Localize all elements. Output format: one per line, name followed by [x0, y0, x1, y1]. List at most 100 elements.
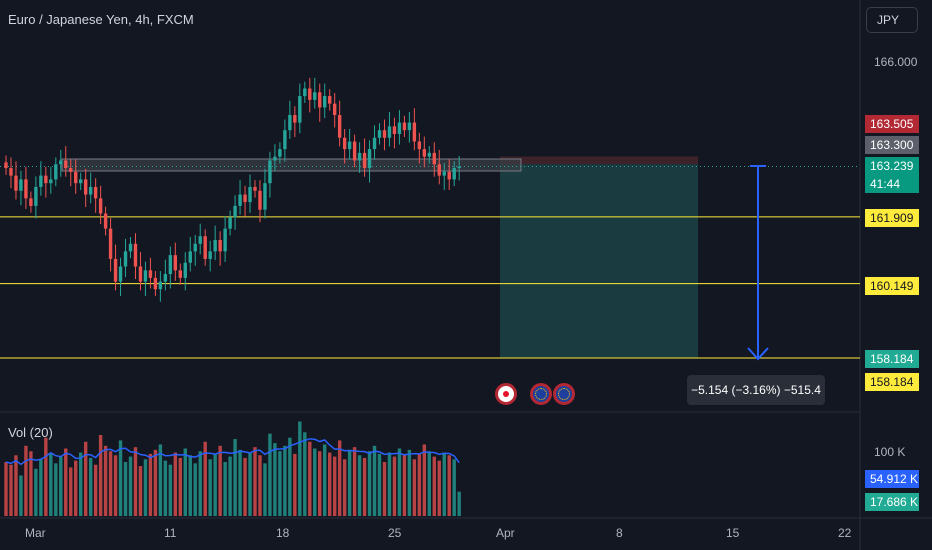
volume-bar — [173, 452, 178, 516]
volume-bar — [49, 453, 53, 516]
volume-bar — [452, 459, 456, 516]
volume-bar — [417, 453, 422, 516]
stop-loss-zone — [500, 156, 698, 165]
candle-body — [143, 270, 148, 282]
eu-flag-event-icon[interactable] — [553, 383, 575, 405]
volume-bar — [9, 464, 13, 516]
candle-body — [4, 162, 8, 169]
volume-bar — [377, 453, 382, 516]
volume-bar — [88, 457, 93, 516]
volume-bar — [392, 456, 397, 516]
candle-body — [69, 168, 73, 172]
candle-body — [298, 96, 302, 123]
volume-bar — [153, 449, 158, 516]
candle-body — [382, 130, 387, 138]
volume-bar — [143, 459, 148, 516]
candle-body — [328, 96, 332, 104]
candle-body — [377, 130, 382, 138]
candle-body — [29, 198, 33, 206]
candle-body — [138, 266, 143, 282]
candle-body — [323, 96, 327, 108]
time-label-8: 8 — [616, 526, 623, 540]
volume-bar — [198, 451, 202, 516]
candle-body — [39, 175, 43, 187]
candle-body — [427, 152, 431, 157]
japan-flag-event-icon[interactable] — [495, 383, 517, 405]
volume-bar — [133, 447, 138, 516]
volume-tag: 17.686 K — [865, 493, 919, 511]
volume-bar — [113, 455, 118, 516]
eu-flag-event-icon[interactable] — [530, 383, 552, 405]
volume-bar — [123, 462, 128, 516]
candle-body — [248, 186, 252, 203]
volume-bar — [342, 459, 347, 516]
price-tag-stop: 163.505 — [865, 115, 919, 133]
candle-body — [88, 186, 93, 195]
symbol-title[interactable]: Euro / Japanese Yen, 4h, FXCM — [8, 12, 194, 27]
candle-body — [402, 122, 407, 131]
volume-bar — [293, 453, 297, 516]
candle-body — [447, 171, 451, 180]
candle-body — [392, 126, 397, 134]
candle-body — [387, 126, 392, 138]
candle-body — [74, 171, 78, 184]
volume-bar — [103, 445, 108, 516]
volume-bar — [34, 468, 38, 516]
volume-bar — [208, 459, 212, 516]
candle-body — [44, 175, 48, 184]
volume-bar — [223, 462, 227, 516]
volume-bar — [203, 441, 207, 516]
volume-label[interactable]: Vol (20) — [8, 425, 53, 440]
volume-bar — [357, 455, 362, 516]
candle-body — [79, 179, 83, 184]
volume-ma-line — [5, 438, 460, 466]
volume-bar — [303, 432, 307, 516]
price-range-measure[interactable]: −5.154 (−3.16%) −515.4 — [687, 375, 825, 405]
volume-bar — [29, 451, 33, 516]
volume-bar — [183, 448, 187, 516]
candle-body — [163, 274, 168, 282]
candle-body — [193, 243, 197, 252]
volume-bar — [238, 449, 242, 516]
candle-body — [64, 160, 68, 169]
volume-bar — [54, 463, 58, 516]
price-tag-current: 163.239 41:44 — [865, 157, 919, 193]
volume-bar — [308, 441, 312, 516]
candle-body — [417, 141, 422, 150]
candle-body — [93, 186, 98, 199]
candle-body — [288, 115, 292, 131]
candle-body — [9, 168, 13, 176]
time-label-mar: Mar — [25, 526, 46, 540]
candle-body — [452, 168, 456, 180]
volume-bar — [74, 460, 78, 516]
candle-body — [263, 183, 267, 210]
volume-bar — [4, 462, 8, 516]
candle-body — [362, 152, 367, 169]
candle-body — [228, 217, 232, 229]
volume-bar — [318, 451, 322, 516]
candle-body — [19, 179, 23, 191]
volume-bar — [387, 452, 392, 516]
candle-body — [59, 160, 63, 165]
volume-bar — [188, 455, 192, 516]
measure-arrow-head — [747, 347, 769, 361]
volume-bar — [168, 464, 173, 516]
candle-body — [233, 205, 237, 218]
candle-body — [223, 228, 227, 252]
candle-body — [412, 122, 417, 142]
volume-bar — [298, 421, 302, 516]
volume-bar — [64, 448, 68, 516]
currency-button[interactable]: JPY — [866, 7, 918, 33]
candle-body — [183, 262, 187, 278]
volume-bar — [178, 457, 182, 516]
candle-body — [258, 190, 262, 210]
volume-bar — [347, 449, 352, 516]
take-profit-zone — [500, 164, 698, 358]
candle-body — [148, 270, 153, 278]
volume-bar — [283, 445, 287, 516]
candle-body — [347, 141, 352, 150]
volume-bar — [288, 437, 292, 516]
candle-body — [278, 149, 282, 157]
volume-bar — [98, 435, 103, 516]
